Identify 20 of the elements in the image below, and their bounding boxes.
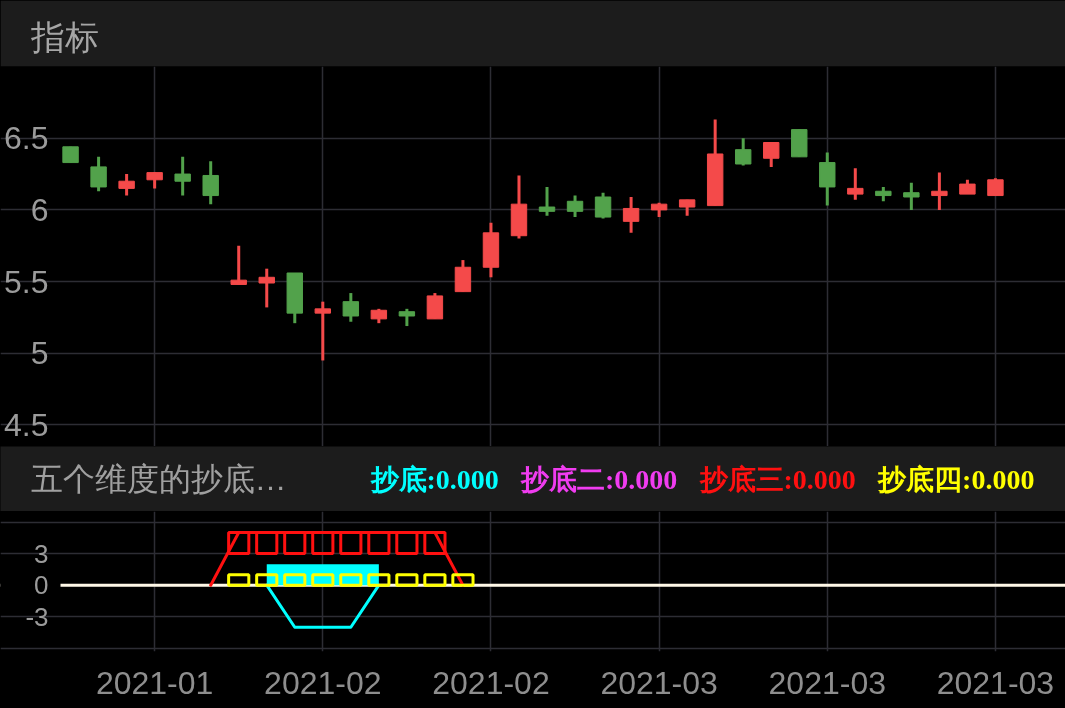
y-tick-label: 6 — [30, 191, 49, 228]
x-tick-label: 2021-03 — [936, 664, 1055, 701]
y-tick-label: 5 — [30, 335, 49, 372]
x-tick-label: 2021-03 — [600, 664, 718, 701]
y-tick-label: 0 — [34, 570, 49, 601]
y-tick-label: 4.5 — [4, 406, 49, 443]
legend-label: 抄底二:0.000 — [520, 463, 678, 495]
chart-title: 五个维度的抄底… — [30, 461, 287, 497]
y-tick-label: -3 — [25, 601, 49, 632]
y-tick-label: 6.5 — [4, 120, 49, 157]
text: 抄底:0.000 — [369, 463, 499, 495]
chart-title: 指标 — [29, 17, 99, 56]
y-tick-label: 3 — [34, 538, 49, 569]
x-tick-label: 2021-01 — [95, 664, 214, 701]
x-tick-label: 2021-03 — [768, 664, 886, 701]
text: 抄底四:0.000 — [877, 463, 1035, 495]
x-tick-label: 2021-02 — [264, 664, 382, 701]
x-tick-label: 2021-02 — [432, 664, 550, 701]
text: 抄底三:0.000 — [698, 463, 856, 495]
y-tick-label: 5.5 — [4, 263, 49, 300]
